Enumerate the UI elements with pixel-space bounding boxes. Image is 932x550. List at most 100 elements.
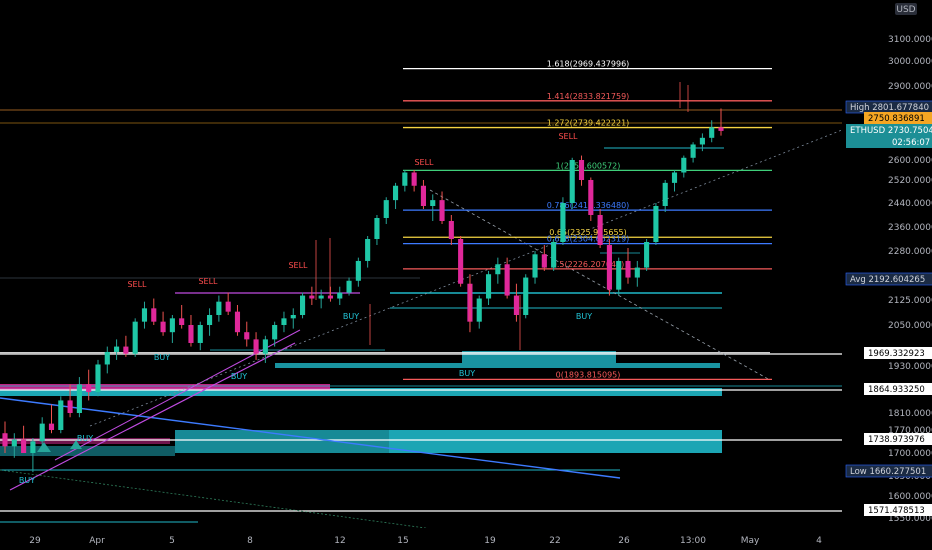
candle-body[interactable] (383, 200, 389, 218)
candle-body[interactable] (207, 315, 213, 325)
candle-body[interactable] (318, 295, 324, 299)
price-tag[interactable] (864, 433, 932, 445)
candle-body[interactable] (160, 321, 166, 333)
price-tag[interactable] (845, 272, 932, 286)
candle-body[interactable] (569, 160, 575, 203)
candle-body[interactable] (606, 245, 612, 290)
candle-body[interactable] (216, 301, 222, 315)
candle-body[interactable] (2, 433, 8, 447)
zone-box (0, 388, 722, 396)
candle-body[interactable] (179, 318, 185, 325)
candle-body[interactable] (244, 332, 250, 340)
candle-body[interactable] (132, 321, 138, 354)
candle-body[interactable] (281, 318, 287, 325)
candle-body[interactable] (485, 274, 492, 299)
price-tick-label: 1550.000000 (888, 514, 932, 524)
candle-body[interactable] (662, 182, 668, 206)
price-tag[interactable] (864, 347, 932, 359)
zone-box (0, 438, 170, 444)
candle-body[interactable] (309, 295, 315, 299)
candle-body[interactable] (532, 254, 538, 278)
price-tag[interactable] (864, 383, 932, 395)
candle-body[interactable] (597, 215, 603, 245)
candle-body[interactable] (30, 441, 36, 453)
candle-body[interactable] (690, 144, 696, 158)
candle-body[interactable] (76, 384, 82, 413)
candle-body[interactable] (625, 260, 631, 278)
candle-body[interactable] (392, 185, 399, 201)
candle-body[interactable] (671, 172, 678, 183)
candle-body[interactable] (560, 203, 566, 242)
candle-body[interactable] (67, 400, 73, 413)
currency-badge[interactable] (895, 3, 917, 15)
candle-body[interactable] (476, 298, 482, 322)
candle-body[interactable] (588, 180, 594, 215)
candle-body[interactable] (104, 351, 110, 365)
candle-body[interactable] (39, 423, 45, 442)
candle-body[interactable] (718, 127, 724, 131)
candle-body[interactable] (272, 325, 278, 340)
candle-body[interactable] (653, 206, 659, 242)
candle-body[interactable] (495, 264, 501, 275)
candle-body[interactable] (253, 339, 259, 354)
candle-body[interactable] (578, 160, 585, 180)
candle-body[interactable] (458, 239, 464, 284)
candle-body[interactable] (290, 315, 296, 319)
zone-box (275, 363, 720, 368)
time-axis[interactable] (0, 528, 932, 550)
candle-body[interactable] (86, 384, 92, 393)
candle-body[interactable] (262, 339, 268, 354)
price-tag[interactable] (845, 464, 932, 478)
candle-body[interactable] (355, 260, 361, 281)
candle-body[interactable] (681, 157, 687, 173)
candle-body[interactable] (513, 295, 519, 315)
candle-body[interactable] (21, 439, 27, 453)
price-tag[interactable] (864, 112, 932, 124)
candle-body[interactable] (197, 325, 203, 343)
candle-body[interactable] (504, 264, 510, 296)
candle-body[interactable] (95, 364, 101, 393)
candle-body[interactable] (448, 221, 454, 239)
candle-body[interactable] (411, 172, 417, 186)
candle-body[interactable] (234, 311, 241, 333)
candle-body[interactable] (365, 239, 371, 261)
candle-body[interactable] (402, 172, 408, 186)
candle-body[interactable] (11, 439, 17, 447)
candle-body[interactable] (58, 400, 64, 430)
candle-body[interactable] (337, 292, 343, 299)
candle-body[interactable] (616, 260, 622, 290)
candle-body[interactable] (346, 280, 352, 293)
candle-body[interactable] (699, 137, 705, 145)
candle-body[interactable] (541, 254, 547, 268)
candle-body[interactable] (327, 295, 334, 299)
price-tag[interactable] (864, 504, 932, 516)
candle-body[interactable] (439, 200, 445, 221)
candle-body[interactable] (420, 185, 426, 206)
candle-body[interactable] (523, 277, 529, 315)
time-tick-label: 22 (549, 536, 560, 546)
candle-body[interactable] (188, 325, 194, 343)
price-tag-label: 1864.933250 (868, 385, 925, 395)
time-tick-label: May (741, 536, 760, 546)
price-tag[interactable] (846, 124, 932, 148)
price-tick-label: 3100.000000 (888, 35, 932, 45)
candle-body[interactable] (374, 218, 380, 239)
candle-body[interactable] (634, 267, 640, 278)
candle-body[interactable] (151, 308, 157, 322)
candle-body[interactable] (225, 301, 231, 312)
candle-body[interactable] (48, 423, 55, 430)
candle-body[interactable] (644, 242, 650, 268)
candle-body[interactable] (141, 308, 148, 322)
trendline-guide (0, 469, 551, 546)
candle-body[interactable] (169, 318, 175, 333)
candle-body[interactable] (123, 346, 129, 354)
candle-body[interactable] (430, 200, 436, 206)
candle-body[interactable] (551, 242, 557, 268)
candle-body[interactable] (300, 295, 306, 315)
candle-body[interactable] (114, 346, 120, 352)
time-tick-label: 12 (334, 536, 345, 546)
fib-level-label: 0(1893.815095) (556, 370, 621, 379)
candle-body[interactable] (709, 127, 715, 138)
